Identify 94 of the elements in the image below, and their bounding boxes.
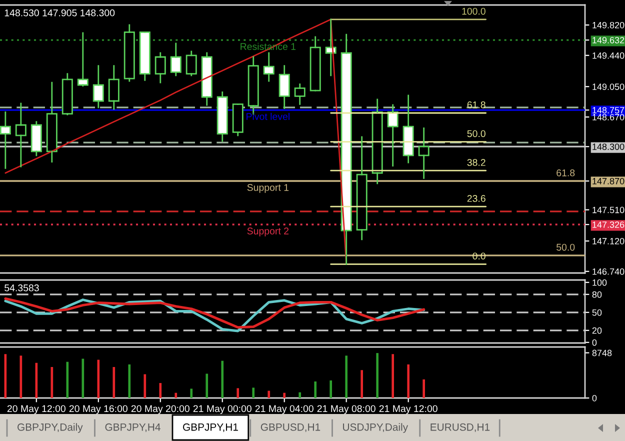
y-tick-label: 0 xyxy=(592,394,597,402)
candlestick xyxy=(62,73,73,116)
text: GBPUSD,H1 xyxy=(260,423,320,432)
bar xyxy=(97,360,100,398)
y-tick-label: 20 xyxy=(592,327,602,334)
bar xyxy=(345,356,348,398)
bar xyxy=(407,364,410,398)
y-tick-label: 149.050 xyxy=(592,84,624,90)
y-tick-label: 147.326 xyxy=(592,221,624,228)
bar xyxy=(144,374,146,398)
candlestick xyxy=(201,52,212,106)
candlestick xyxy=(154,52,166,84)
x-tick-label: 21 May 12:00 xyxy=(379,405,438,414)
annotation: 50.0 xyxy=(556,244,575,251)
ref-line-label: Pivot level xyxy=(246,112,290,120)
bar xyxy=(392,354,394,398)
y-tick-label: 146.740 xyxy=(592,268,624,275)
candlestick xyxy=(356,136,368,240)
y-tick-label: 148.757 xyxy=(592,107,624,114)
candlestick xyxy=(294,84,306,105)
candlestick xyxy=(124,24,135,82)
candlestick xyxy=(263,52,274,82)
y-tick-label: 8748 xyxy=(592,350,612,356)
bar xyxy=(268,390,270,398)
bar xyxy=(283,392,286,398)
candlestick xyxy=(15,102,26,168)
bar xyxy=(236,388,240,398)
ref-line-label: Support 2 xyxy=(247,228,289,236)
annotation: 54.3583 xyxy=(4,284,39,292)
candlestick xyxy=(340,34,352,265)
bar xyxy=(128,364,131,398)
x-tick-label: 21 May 00:00 xyxy=(193,405,252,414)
candlestick xyxy=(186,50,197,76)
y-tick-label: 100 xyxy=(592,279,607,286)
y-tick-label: 80 xyxy=(592,291,602,298)
bar xyxy=(190,388,193,398)
candlestick xyxy=(77,32,88,86)
candlestick xyxy=(418,128,430,179)
candlestick xyxy=(108,65,120,110)
bar xyxy=(221,360,224,398)
bar xyxy=(206,374,208,398)
bar xyxy=(252,388,255,398)
series-label: 100.0 xyxy=(462,8,486,15)
y-tick-label: 50 xyxy=(592,309,602,316)
candlestick xyxy=(387,104,398,166)
bar xyxy=(376,353,379,398)
x-tick-label: 20 May 12:00 xyxy=(7,405,66,414)
series-label: 38.2 xyxy=(467,159,486,166)
x-tick-label: 21 May 04:00 xyxy=(255,405,314,414)
x-tick-label: 20 May 20:00 xyxy=(131,405,190,414)
series-label: 23.6 xyxy=(467,195,486,202)
candlestick xyxy=(278,65,290,109)
bar xyxy=(159,383,162,398)
candlestick xyxy=(372,98,383,184)
bar xyxy=(314,381,317,398)
annotation: 61.8 xyxy=(556,169,575,176)
ref-line-label: Support 1 xyxy=(247,184,289,193)
candlestick xyxy=(170,42,182,76)
y-tick-label: 149.440 xyxy=(592,52,624,59)
y-tick-label: 149.632 xyxy=(592,37,624,44)
y-tick-label: 149.820 xyxy=(592,22,624,28)
candlestick xyxy=(92,65,104,108)
x-tick-label: 20 May 16:00 xyxy=(69,405,128,414)
candlestick xyxy=(216,92,228,142)
annotation: 148.530 147.905 148.300 xyxy=(4,9,115,16)
y-tick-label: 148.300 xyxy=(592,144,624,150)
y-tick-label: 147.120 xyxy=(592,238,624,244)
candlestick xyxy=(232,104,244,136)
series-label: 50.0 xyxy=(467,130,486,138)
x-tick-label: 21 May 08:00 xyxy=(317,405,376,414)
series-label: 0.0 xyxy=(472,252,486,260)
bar xyxy=(66,362,69,398)
candlestick xyxy=(0,112,11,169)
candlestick xyxy=(30,121,42,156)
bar xyxy=(112,366,116,398)
bar xyxy=(298,392,302,398)
bar xyxy=(330,380,332,398)
candlestick xyxy=(310,36,321,92)
bar xyxy=(174,392,178,398)
text: GBPJPY,H4 xyxy=(105,423,160,432)
y-tick-label: 147.510 xyxy=(592,206,624,214)
text: USDJPY,Daily xyxy=(343,423,408,433)
candlestick xyxy=(46,82,58,162)
y-tick-label: 0 xyxy=(592,339,597,346)
bar xyxy=(360,370,364,398)
candlestick xyxy=(248,56,259,114)
y-tick-label: 147.870 xyxy=(592,178,624,184)
text: GBPJPY,Daily xyxy=(18,423,83,433)
text: EURUSD,H1 xyxy=(430,423,490,432)
bar xyxy=(82,358,84,398)
candlestick xyxy=(402,94,414,164)
bar xyxy=(422,379,425,398)
candlestick xyxy=(139,32,150,81)
text: GBPJPY,H1 xyxy=(183,423,238,432)
